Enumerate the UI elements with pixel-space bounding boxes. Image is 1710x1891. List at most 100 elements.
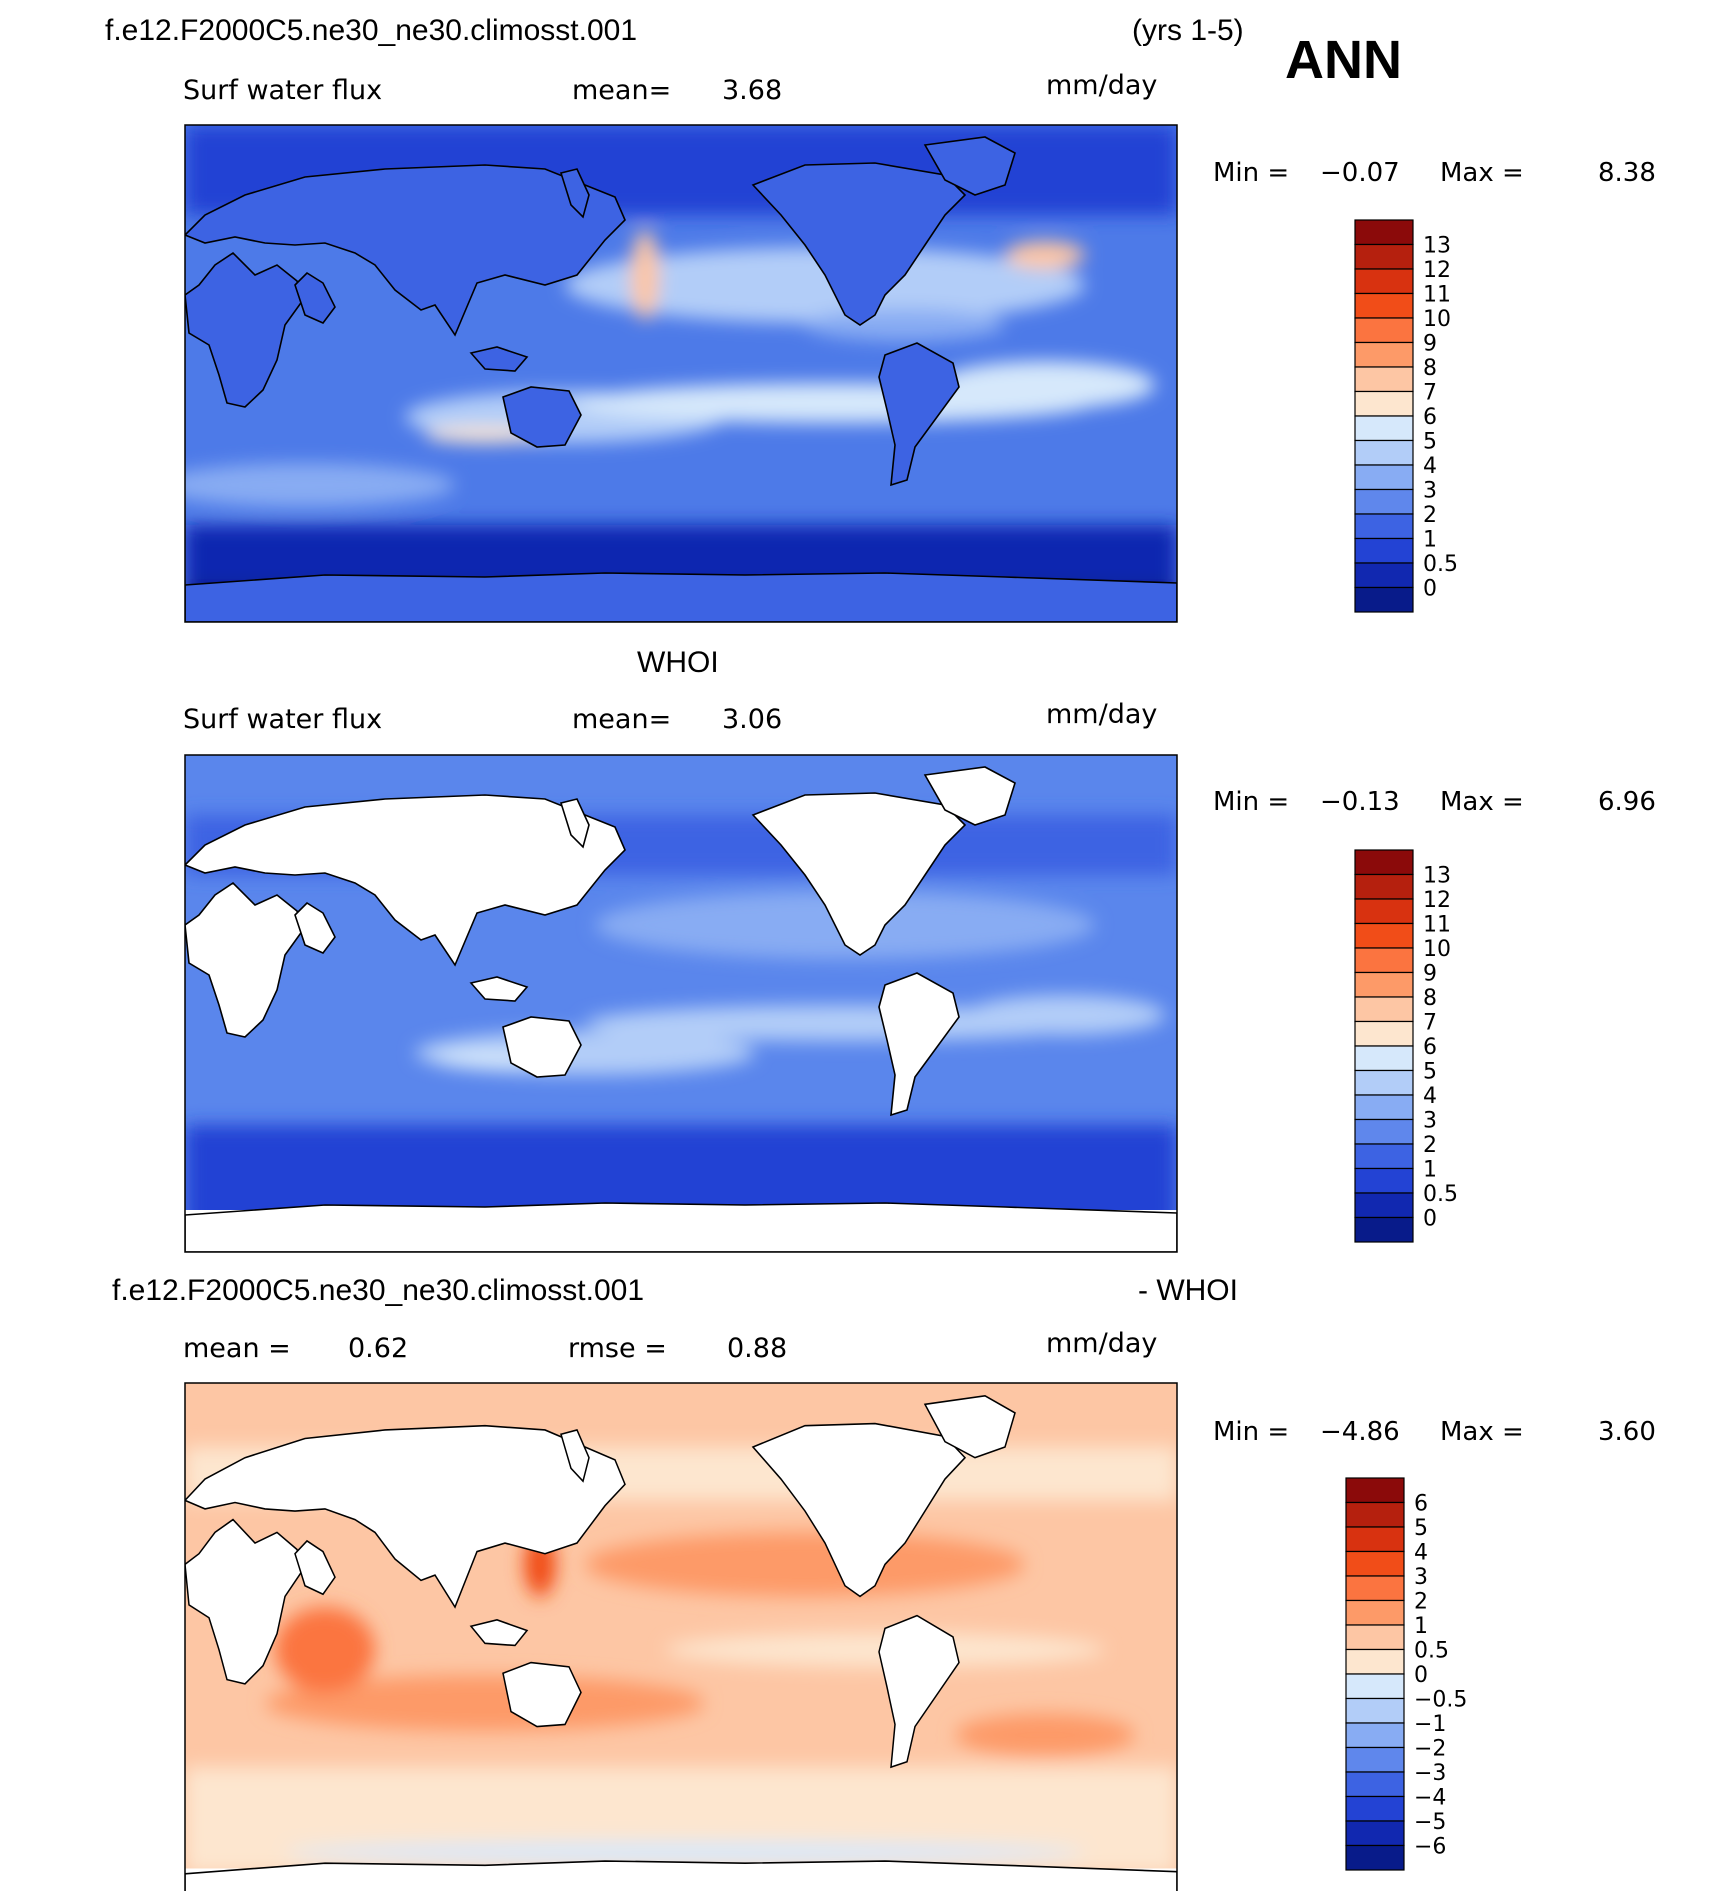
panel-rmse-value: 0.88 bbox=[727, 1333, 787, 1364]
panel-obs: WHOI Surf water flux mean= 3.06 mm/day bbox=[183, 646, 1656, 1253]
colorbar-tick-label: −5 bbox=[1414, 1810, 1446, 1835]
map-diff bbox=[184, 1382, 1178, 1891]
colorbar-tick-label: 11 bbox=[1423, 283, 1451, 308]
colorbar-swatch bbox=[1354, 849, 1414, 876]
panel-mean-value: 3.06 bbox=[722, 704, 782, 735]
colorbar-tick-label: 5 bbox=[1414, 1516, 1428, 1541]
colorbar-swatch bbox=[1354, 1192, 1414, 1219]
colorbar-tick-label: 2 bbox=[1414, 1590, 1428, 1615]
colorbar-swatch bbox=[1354, 971, 1414, 998]
panel-mean-label: mean = bbox=[183, 1333, 291, 1364]
diff-title-left: f.e12.F2000C5.ne30_ne30.climosst.001 bbox=[112, 1274, 644, 1307]
colorbar-tick-label: 5 bbox=[1423, 430, 1437, 455]
colorbar-tick-label: 9 bbox=[1423, 332, 1437, 357]
colorbar-swatch bbox=[1345, 1526, 1405, 1553]
colorbar-swatch bbox=[1345, 1844, 1405, 1871]
colorbar-tick-label: 3 bbox=[1423, 479, 1437, 504]
colorbar-tick-label: −4 bbox=[1414, 1786, 1446, 1811]
colorbar-tick-label: 2 bbox=[1423, 1133, 1437, 1158]
colorbar-swatch bbox=[1354, 562, 1414, 589]
panel-min-label: Min = bbox=[1213, 158, 1289, 188]
colorbar-tick-label: 13 bbox=[1423, 864, 1451, 889]
colorbar-swatch bbox=[1354, 922, 1414, 949]
panel-max-label: Max = bbox=[1440, 1417, 1524, 1447]
colorbar-swatch bbox=[1354, 1045, 1414, 1072]
panel-max-label: Max = bbox=[1440, 787, 1524, 817]
colorbar-tick-label: 7 bbox=[1423, 381, 1437, 406]
colorbar-swatch bbox=[1354, 219, 1414, 246]
panel-model: Surf water flux mean= 3.68 mm/day bbox=[183, 70, 1656, 623]
colorbar-swatch bbox=[1345, 1477, 1405, 1504]
colorbar-tick-label: 0 bbox=[1423, 1207, 1437, 1232]
colorbar-swatch bbox=[1354, 898, 1414, 925]
colorbar-swatch bbox=[1354, 996, 1414, 1023]
colorbar-tick-label: 3 bbox=[1414, 1565, 1428, 1590]
colorbar-swatch bbox=[1354, 1069, 1414, 1096]
panel-min-value: −0.07 bbox=[1320, 158, 1400, 188]
colorbar-tick-label: 7 bbox=[1423, 1011, 1437, 1036]
panel-min-label: Min = bbox=[1213, 787, 1289, 817]
colorbar-swatch bbox=[1345, 1820, 1405, 1847]
colorbar-swatch bbox=[1354, 317, 1414, 344]
colorbar-swatch bbox=[1345, 1624, 1405, 1651]
colorbar-tick-label: 1 bbox=[1414, 1614, 1428, 1639]
colorbar-tick-label: 12 bbox=[1423, 258, 1451, 283]
colorbar-tick-label: 1 bbox=[1423, 1158, 1437, 1183]
colorbar-swatch bbox=[1354, 1094, 1414, 1121]
panel-min-value: −0.13 bbox=[1320, 787, 1400, 817]
colorbar-swatch bbox=[1354, 439, 1414, 466]
season-label: ANN bbox=[1285, 30, 1402, 90]
diff-title-right: - WHOI bbox=[1138, 1274, 1238, 1307]
colorbar-swatch bbox=[1345, 1599, 1405, 1626]
map-obs bbox=[184, 754, 1178, 1253]
colorbar-swatch bbox=[1345, 1575, 1405, 1602]
colorbar-swatch bbox=[1354, 341, 1414, 368]
panel-variable: Surf water flux bbox=[183, 75, 382, 106]
colorbar-tick-label: −0.5 bbox=[1414, 1688, 1467, 1713]
colorbar-tick-label: 0 bbox=[1423, 577, 1437, 602]
colorbar-swatch bbox=[1354, 1167, 1414, 1194]
panel-max-value: 3.60 bbox=[1598, 1417, 1656, 1447]
colorbar-tick-label: 4 bbox=[1423, 1084, 1437, 1109]
colorbar-tick-label: 6 bbox=[1423, 405, 1437, 430]
colorbar-tick-label: 0.5 bbox=[1423, 552, 1458, 577]
panel-max-label: Max = bbox=[1440, 158, 1524, 188]
colorbar-tick-label: 13 bbox=[1423, 234, 1451, 259]
case-title: f.e12.F2000C5.ne30_ne30.climosst.001 bbox=[105, 14, 637, 47]
colorbar-swatch bbox=[1354, 1216, 1414, 1243]
panel-units: mm/day bbox=[1046, 70, 1157, 101]
colorbar-swatch bbox=[1345, 1648, 1405, 1675]
panel-min-value: −4.86 bbox=[1320, 1417, 1400, 1447]
colorbar-tick-label: 10 bbox=[1423, 937, 1451, 962]
colorbar-tick-label: 6 bbox=[1414, 1492, 1428, 1517]
panel-diff: f.e12.F2000C5.ne30_ne30.climosst.001 - W… bbox=[112, 1274, 1656, 1891]
colorbar-swatch bbox=[1354, 243, 1414, 270]
colorbar-tick-label: 4 bbox=[1414, 1541, 1428, 1566]
colorbar-swatch bbox=[1354, 1020, 1414, 1047]
colorbar-swatch bbox=[1354, 1143, 1414, 1170]
colorbar-tick-label: 0 bbox=[1414, 1663, 1428, 1688]
colorbar-tick-label: 5 bbox=[1423, 1060, 1437, 1085]
colorbar-swatch bbox=[1354, 488, 1414, 515]
colorbar-tick-label: 0.5 bbox=[1423, 1182, 1458, 1207]
colorbar-swatch bbox=[1345, 1550, 1405, 1577]
panel-units: mm/day bbox=[1046, 699, 1157, 730]
colorbar-tick-label: 8 bbox=[1423, 986, 1437, 1011]
colorbar-swatch bbox=[1354, 366, 1414, 393]
panel-mean-label: mean= bbox=[572, 75, 671, 106]
panel-max-value: 6.96 bbox=[1598, 787, 1656, 817]
colorbar-swatch bbox=[1345, 1771, 1405, 1798]
years-label: (yrs 1-5) bbox=[1132, 14, 1244, 47]
colorbar-swatch bbox=[1345, 1795, 1405, 1822]
colorbar-tick-label: 10 bbox=[1423, 307, 1451, 332]
panel-variable: Surf water flux bbox=[183, 704, 382, 735]
colorbar-tick-label: 9 bbox=[1423, 962, 1437, 987]
colorbar-swatch bbox=[1354, 415, 1414, 442]
panel-rmse-label: rmse = bbox=[568, 1333, 667, 1364]
colorbar-swatch bbox=[1354, 390, 1414, 417]
colorbar-swatch bbox=[1345, 1501, 1405, 1528]
colorbar-tick-label: 6 bbox=[1423, 1035, 1437, 1060]
colorbar-tick-label: 11 bbox=[1423, 913, 1451, 938]
